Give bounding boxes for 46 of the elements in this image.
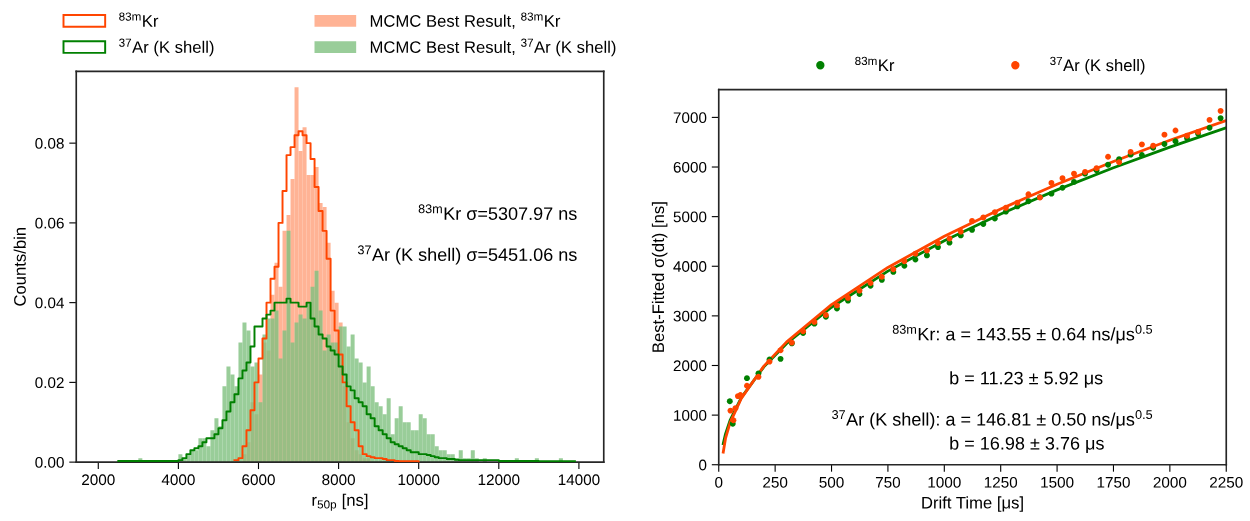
x-tick-label: 8000 [322,474,355,486]
y-tick-label: 0.06 [35,217,64,229]
x-tick-label: 10000 [398,474,440,486]
legend-label: $^{83m}$Kr [119,12,159,27]
annotation: $^{37}$Ar (K shell) σ=5451.06 ns [357,245,577,265]
x-tick-label: 12000 [478,474,520,486]
y-tick-label: 3000 [673,310,707,322]
x-axis-title: r$_{50p}$ [ns] [312,493,368,511]
x-tick-label: 0 [715,476,723,488]
x-tick-label: 750 [875,476,901,488]
legend-label: $^{37}$Ar (K shell) [119,38,214,57]
y-tick-label: 1000 [674,409,707,421]
x-tick-label: 2000 [82,474,115,486]
annotation: b = 16.98 ± 3.76 μs [950,436,1104,453]
y-axis-title: Best-Fitted σ(dt) [ns] [651,202,668,352]
annotation: $^{83m}$Kr σ=5307.97 ns [418,204,577,220]
x-tick-label: 2000 [1153,476,1187,488]
x-tick-label: 6000 [242,474,275,486]
y-tick-label: 4000 [673,261,707,272]
y-tick-label: 0 [699,459,707,471]
x-tick-label: 4000 [161,474,195,486]
y-tick-label: 7000 [673,112,707,124]
annotation: $^{37}$Ar (K shell): a = 146.81 ± 0.50 ns/μs$^{0.5}$ [832,410,1153,430]
y-axis-title: Counts/bin [13,227,26,306]
annotation: $^{83m}$Kr: a = 143.55 ± 0.64 ns/μs$^{0.5}$ [892,324,1153,344]
y-tick-label: 5000 [673,211,707,223]
x-axis-title: Drift Time [μs] [922,496,1023,512]
legend-label: MCMC Best Result, $^{37}$Ar (K shell) [370,38,616,57]
y-tick-label: 6000 [673,161,707,173]
legend-label: $^{83m}$Kr [855,56,895,72]
x-tick-label: 1750 [1097,476,1130,488]
x-tick-label: 1250 [984,476,1018,488]
annotation: b = 11.23 ± 5.92 μs [950,371,1103,388]
y-tick-label: 0.04 [35,297,64,309]
legend-label: MCMC Best Result, $^{83m}$Kr [370,12,561,29]
x-tick-label: 1000 [928,476,961,488]
y-tick-label: 2000 [673,360,707,372]
x-tick-label: 250 [763,476,788,488]
y-tick-label: 0.00 [35,456,64,468]
x-tick-label: 14000 [558,474,600,486]
x-tick-label: 1500 [1041,476,1074,488]
y-tick-label: 0.08 [35,138,64,149]
x-tick-label: 500 [819,476,844,488]
legend-label: $^{37}$Ar (K shell) [1050,56,1145,75]
x-tick-label: 2250 [1210,476,1243,488]
y-tick-label: 0.02 [35,377,64,389]
